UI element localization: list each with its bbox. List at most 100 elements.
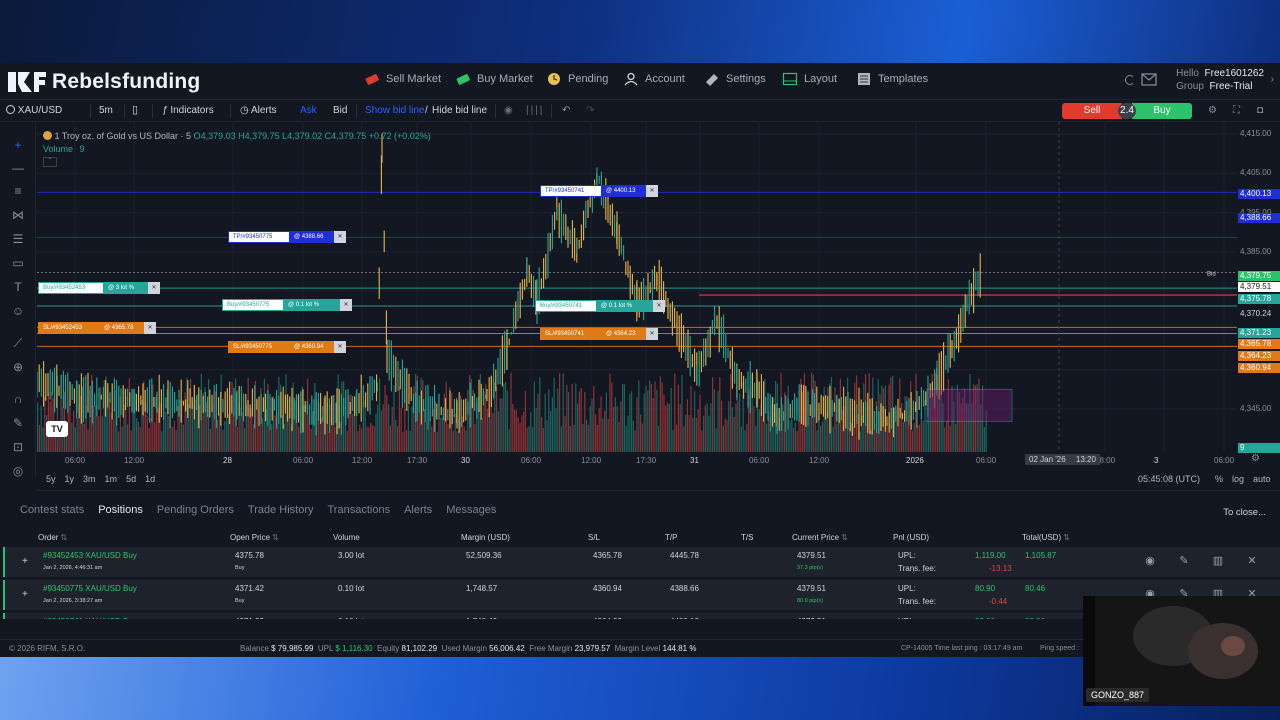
stop-loss[interactable]: 4360.94	[593, 584, 622, 593]
selection-rectangle[interactable]	[926, 388, 1013, 422]
nav-settings[interactable]: Settings	[704, 72, 766, 86]
lock-icon[interactable]: ⊡	[12, 440, 24, 454]
hide-bid-line-button[interactable]: Hide bid line	[432, 105, 488, 116]
column-header[interactable]: Total(USD) ⇅	[1022, 533, 1070, 542]
crosshair-icon[interactable]: +	[14, 138, 22, 152]
close-position-icon[interactable]: ✕	[1247, 588, 1257, 600]
indicators-button[interactable]: ƒ Indicators	[162, 105, 214, 116]
percent-toggle[interactable]: %	[1215, 474, 1224, 484]
column-header[interactable]: Open Price ⇅	[230, 533, 279, 542]
order-tag-sl-93452453[interactable]: SL/#93452453 @ 4365.78 ✕	[38, 322, 156, 334]
range-button-5d[interactable]: 5d	[126, 474, 137, 484]
order-id[interactable]: #93450741 XAU/USD Buy	[43, 617, 137, 619]
order-id[interactable]: #93452453 XAU/USD Buy	[43, 551, 137, 560]
undo-icon[interactable]: ↶	[562, 105, 571, 116]
tab-positions[interactable]: Positions	[98, 504, 143, 516]
visibility-icon[interactable]: ◎	[12, 464, 24, 478]
order-tag-buy-93450741[interactable]: Buy/#93450741 @ 0.1 lot % ✕	[535, 300, 665, 312]
column-header[interactable]: S/L	[588, 533, 600, 542]
edit-pencil-icon[interactable]: ✎	[1179, 555, 1189, 567]
theme-toggle-icon[interactable]	[1125, 75, 1135, 85]
column-header[interactable]: Current Price ⇅	[792, 533, 848, 542]
order-tag-buy-93452453[interactable]: Buy/#93452453 @ 3 lot % ✕	[38, 282, 160, 294]
nav-buy-market[interactable]: Buy Market	[455, 72, 533, 86]
range-button-5y[interactable]: 5y	[46, 474, 56, 484]
trend-line-icon[interactable]: —	[12, 161, 24, 175]
close-order-icon[interactable]: ✕	[653, 300, 665, 312]
take-profit[interactable]: 4388.66	[670, 584, 699, 593]
order-tag-sl-93450741[interactable]: SL/#93450741 @ 4364.23 ✕	[540, 328, 658, 340]
pencil-lock-icon[interactable]: ✎	[12, 416, 24, 430]
column-header[interactable]: Volume	[333, 533, 360, 542]
columns-icon[interactable]: ||||	[526, 105, 545, 116]
range-button-1d[interactable]: 1d	[145, 474, 156, 484]
price-axis[interactable]: 4,415.00 4,405.00 4,395.00 4,385.00 4,345.00…	[1237, 122, 1280, 453]
camera-snapshot-icon[interactable]: ◘	[1257, 105, 1264, 116]
show-bid-line-button[interactable]: Show bid line	[365, 105, 425, 116]
nav-templates[interactable]: Templates	[856, 72, 928, 86]
buy-button[interactable]: Buy	[1132, 103, 1192, 119]
fibonacci-icon[interactable]: ☰	[12, 232, 24, 246]
nav-pending[interactable]: Pending	[546, 72, 608, 86]
column-header[interactable]: T/S	[741, 533, 753, 542]
emoji-icon[interactable]: ☺	[11, 304, 25, 318]
view-eye-icon[interactable]: ◉	[1145, 555, 1155, 567]
chart-bars-icon[interactable]: ▥	[1212, 555, 1224, 567]
bid-toggle[interactable]: Bid	[333, 105, 348, 116]
rectangle-icon[interactable]: ▭	[12, 256, 24, 270]
order-id[interactable]: #93450775 XAU/USD Buy	[43, 584, 137, 593]
time-axis-settings-icon[interactable]: ⚙	[1251, 453, 1260, 464]
mail-icon[interactable]	[1141, 73, 1157, 91]
to-close-button[interactable]: To close...	[1223, 507, 1266, 518]
tab-trade-history[interactable]: Trade History	[247, 504, 314, 516]
eye-icon[interactable]: ◉	[504, 105, 513, 116]
fullscreen-icon[interactable]: ⛶	[1233, 105, 1240, 116]
magnet-icon[interactable]: ∩	[13, 392, 23, 406]
order-tag-tp-93450741[interactable]: TP/#93450741 @ 4400.13 ✕	[540, 185, 658, 197]
column-header[interactable]: T/P	[665, 533, 677, 542]
symbol-search[interactable]: XAU/USD	[6, 105, 62, 116]
expand-row-icon[interactable]: +	[22, 589, 28, 600]
interval-button[interactable]: 5m	[99, 105, 113, 116]
zoom-in-icon[interactable]: ⊕	[12, 360, 24, 374]
order-tag-tp-93450775[interactable]: TP/#93450775 @ 4388.66 ✕	[228, 231, 346, 243]
close-order-icon[interactable]: ✕	[334, 231, 346, 243]
tab-transactions[interactable]: Transactions	[327, 504, 391, 516]
range-button-1y[interactable]: 1y	[64, 474, 75, 484]
alerts-button[interactable]: ◷ Alerts	[240, 105, 277, 116]
user-info[interactable]: Hello Free1601262 Group Free-Trial	[1176, 67, 1264, 93]
brand-logo[interactable]: Rebelsfunding	[6, 69, 200, 95]
take-profit[interactable]: 4445.78	[670, 551, 699, 560]
position-row[interactable]: + #93452453 XAU/USD Buy Jan 2, 2026, 4:46:…	[3, 547, 1280, 577]
order-tag-sl-93450775[interactable]: SL/#93450775 @ 4360.94 ✕	[228, 341, 346, 353]
collapse-legend-icon[interactable]: ˆ	[43, 157, 57, 167]
time-axis[interactable]: 06:00 12:00 28 06:00 12:00 17:30 30 06:00 12:00 1…	[37, 452, 1280, 466]
column-header[interactable]: Pnl (USD)	[893, 533, 929, 542]
tab-messages[interactable]: Messages	[446, 504, 497, 516]
close-order-icon[interactable]: ✕	[148, 282, 160, 294]
horizontal-lines-icon[interactable]: ≡	[14, 184, 22, 198]
chart-bars-icon[interactable]: ▥	[1212, 588, 1224, 600]
view-eye-icon[interactable]: ◉	[1145, 588, 1155, 600]
nav-layout[interactable]: Layout	[782, 72, 837, 86]
range-button-1m[interactable]: 1m	[104, 474, 118, 484]
price-chart[interactable]: Bid	[36, 122, 1237, 452]
redo-icon[interactable]: ↷	[586, 105, 595, 116]
take-profit[interactable]: 4400.13	[670, 617, 699, 619]
close-order-icon[interactable]: ✕	[646, 328, 658, 340]
chart-canvas[interactable]: Bid	[36, 122, 1237, 452]
user-menu-chevron-icon[interactable]: ›	[1270, 74, 1274, 85]
column-header[interactable]: Order ⇅	[38, 533, 67, 542]
tab-alerts[interactable]: Alerts	[404, 504, 433, 516]
chart-type-candles-icon[interactable]: ▯	[132, 104, 139, 116]
column-header[interactable]: Margin (USD)	[461, 533, 510, 542]
nav-sell-market[interactable]: Sell Market	[364, 72, 441, 86]
position-row[interactable]: + #93450775 XAU/USD Buy Jan 2, 2026, 3:38:…	[3, 580, 1280, 610]
auto-toggle[interactable]: auto	[1253, 474, 1271, 484]
log-toggle[interactable]: log	[1232, 474, 1245, 484]
close-order-icon[interactable]: ✕	[334, 341, 346, 353]
text-tool-icon[interactable]: T	[14, 280, 22, 294]
range-button-3m[interactable]: 3m	[83, 474, 96, 484]
sell-button[interactable]: Sell	[1062, 103, 1122, 119]
close-order-icon[interactable]: ✕	[646, 185, 658, 197]
